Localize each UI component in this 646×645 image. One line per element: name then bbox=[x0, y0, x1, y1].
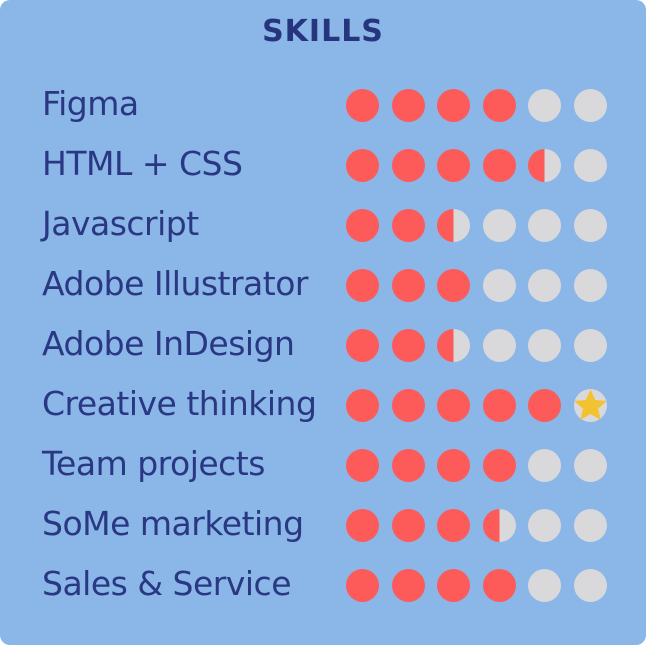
rating-dot-empty bbox=[528, 449, 561, 482]
rating-dot-filled bbox=[437, 89, 470, 122]
rating-dot-filled bbox=[391, 569, 425, 602]
rating-dot-half bbox=[437, 329, 470, 362]
rating-dot-empty bbox=[573, 209, 607, 242]
skill-row: Javascript bbox=[0, 196, 646, 256]
rating-dot-empty bbox=[528, 329, 561, 362]
rating-dot-filled bbox=[346, 89, 379, 122]
rating-dot-filled bbox=[482, 569, 516, 602]
skill-row: Sales & Service bbox=[0, 556, 646, 616]
rating-dot-filled bbox=[437, 149, 470, 182]
rating-dot-empty bbox=[482, 329, 516, 362]
rating-dot-filled bbox=[482, 389, 516, 422]
rating-dot-filled bbox=[346, 449, 379, 482]
rating-dot-filled bbox=[528, 389, 561, 422]
skills-title: SKILLS bbox=[262, 14, 384, 49]
rating-dot-filled bbox=[346, 209, 379, 242]
rating-dot-filled bbox=[437, 569, 470, 602]
rating-dot-filled bbox=[391, 269, 425, 302]
rating-dot-half bbox=[528, 149, 561, 182]
rating-dot-filled bbox=[346, 269, 379, 302]
skill-row: Figma bbox=[0, 76, 646, 136]
rating-dot-filled bbox=[391, 89, 425, 122]
skill-name: HTML + CSS bbox=[42, 144, 243, 183]
rating-dot-filled bbox=[346, 389, 379, 422]
rating-dot-empty bbox=[573, 509, 607, 542]
skill-row: Creative thinking bbox=[0, 376, 646, 436]
skill-name: Adobe Illustrator bbox=[42, 264, 308, 303]
rating-dot-filled bbox=[391, 209, 425, 242]
rating-dot-empty bbox=[573, 449, 607, 482]
rating-dot-filled bbox=[346, 569, 379, 602]
rating-dot-filled bbox=[391, 389, 425, 422]
rating-dot-empty bbox=[528, 209, 561, 242]
rating-dot-filled bbox=[437, 269, 470, 302]
rating-dot-filled bbox=[482, 449, 516, 482]
rating-dot-filled bbox=[346, 149, 379, 182]
rating-dot-filled bbox=[346, 329, 379, 362]
skill-name: Creative thinking bbox=[42, 384, 317, 423]
rating-dot-half bbox=[482, 509, 516, 542]
skill-row: SoMe marketing bbox=[0, 496, 646, 556]
rating-dot-empty bbox=[482, 209, 516, 242]
skill-name: Adobe InDesign bbox=[42, 324, 295, 363]
star-icon bbox=[573, 389, 607, 422]
rating-dot-half bbox=[437, 209, 470, 242]
skill-name: Team projects bbox=[42, 444, 265, 483]
rating-dot-empty bbox=[528, 269, 561, 302]
rating-dot-empty bbox=[482, 269, 516, 302]
rating-dot-filled bbox=[437, 389, 470, 422]
skill-name: Figma bbox=[42, 84, 139, 123]
rating-dot-empty bbox=[528, 509, 561, 542]
rating-dot-empty bbox=[573, 89, 607, 122]
rating-dot-filled bbox=[482, 149, 516, 182]
skill-name: Sales & Service bbox=[42, 564, 292, 603]
skill-row: Adobe Illustrator bbox=[0, 256, 646, 316]
rating-dot-filled bbox=[482, 89, 516, 122]
rating-dot-empty bbox=[573, 269, 607, 302]
rating-dot-empty bbox=[528, 569, 561, 602]
rating-dot-filled bbox=[437, 449, 470, 482]
rating-dot-empty bbox=[573, 149, 607, 182]
skill-row: Team projects bbox=[0, 436, 646, 496]
skill-row: Adobe InDesign bbox=[0, 316, 646, 376]
skill-name: Javascript bbox=[42, 204, 199, 243]
rating-dot-filled bbox=[391, 149, 425, 182]
rating-dot-filled bbox=[391, 449, 425, 482]
rating-dot-filled bbox=[437, 509, 470, 542]
rating-dot-filled bbox=[391, 509, 425, 542]
rating-dot-empty bbox=[573, 329, 607, 362]
rating-dot-filled bbox=[346, 509, 379, 542]
skill-row: HTML + CSS bbox=[0, 136, 646, 196]
rating-dot-empty bbox=[573, 569, 607, 602]
rating-dot-empty bbox=[528, 89, 561, 122]
rating-dot-filled bbox=[391, 329, 425, 362]
skill-name: SoMe marketing bbox=[42, 504, 304, 543]
